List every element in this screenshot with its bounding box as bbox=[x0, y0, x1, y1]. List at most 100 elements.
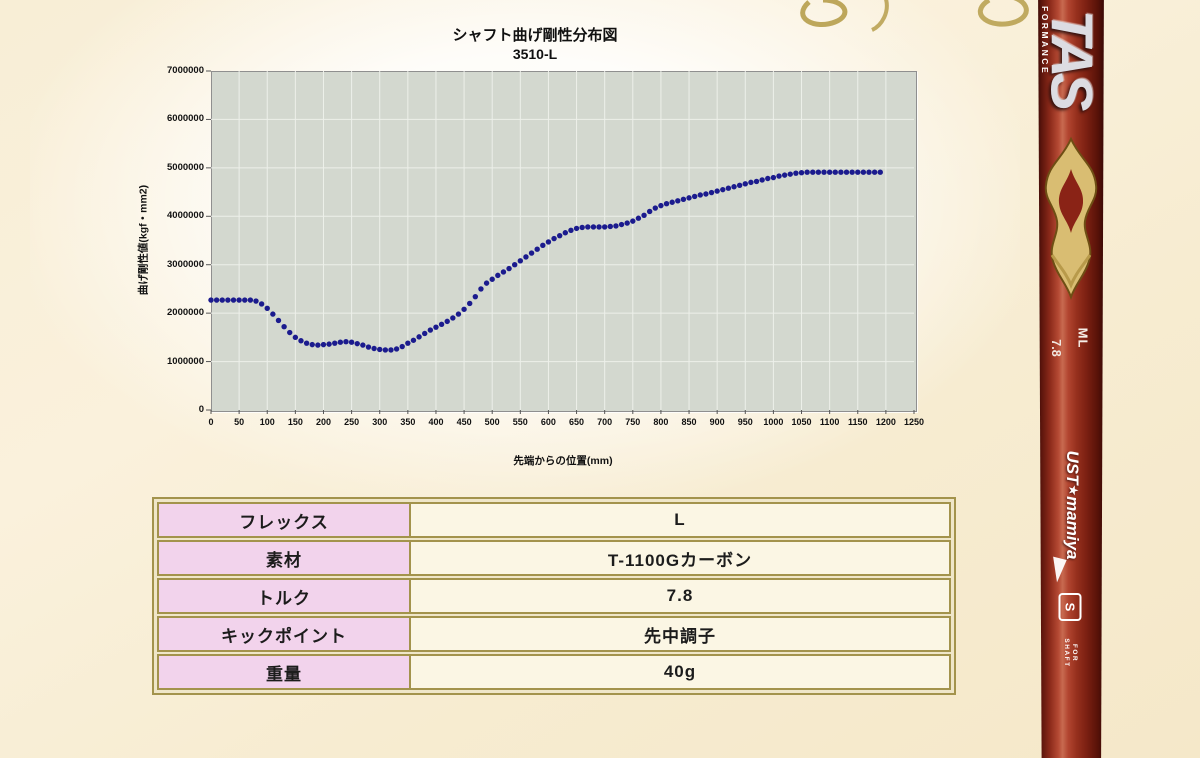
data-dot bbox=[855, 169, 861, 175]
data-dot bbox=[281, 324, 287, 330]
data-dot bbox=[658, 202, 664, 209]
y-tick-label: 3000000 bbox=[167, 258, 204, 270]
data-dot bbox=[270, 311, 276, 317]
data-dot bbox=[596, 224, 602, 230]
data-dot bbox=[467, 300, 473, 307]
data-dot bbox=[843, 169, 850, 175]
data-dot bbox=[478, 286, 484, 292]
data-dot bbox=[399, 343, 405, 350]
x-tick-label: 1050 bbox=[791, 417, 812, 427]
x-tick-label: 700 bbox=[597, 417, 613, 427]
data-dot bbox=[770, 174, 777, 181]
data-dot bbox=[635, 215, 642, 221]
data-dot bbox=[540, 242, 546, 249]
data-dot bbox=[461, 306, 467, 312]
spec-value-weight: 40g bbox=[663, 662, 697, 681]
data-dot bbox=[242, 297, 248, 303]
data-dot bbox=[472, 293, 479, 300]
for-shaft-line1: FOR bbox=[1071, 643, 1078, 663]
data-dot bbox=[433, 324, 439, 330]
data-dot bbox=[804, 169, 810, 175]
data-dot bbox=[787, 171, 793, 177]
data-dot bbox=[506, 265, 512, 272]
data-dot bbox=[410, 337, 417, 343]
data-dot bbox=[781, 172, 788, 178]
x-tick-label: 450 bbox=[456, 417, 472, 427]
data-dot bbox=[686, 195, 692, 201]
x-tick-label: 0 bbox=[208, 417, 214, 427]
ust-mamiya-logo: UST★mamiya bbox=[1062, 451, 1082, 560]
y-tick-label: 7000000 bbox=[167, 65, 204, 76]
for-shaft-text: FOR SHAFT bbox=[1062, 638, 1078, 667]
data-dot bbox=[438, 321, 445, 327]
data-dot bbox=[810, 169, 816, 175]
y-tick-label: 6000000 bbox=[167, 113, 204, 125]
data-dot bbox=[365, 344, 372, 350]
data-dot bbox=[630, 218, 636, 224]
data-dot bbox=[815, 169, 822, 175]
data-dot bbox=[320, 341, 327, 348]
data-dot bbox=[579, 224, 585, 231]
spec-label-weight: 重量 bbox=[159, 656, 411, 688]
data-dot bbox=[422, 330, 428, 337]
data-dot bbox=[669, 199, 675, 205]
y-tick-label: 5000000 bbox=[167, 161, 204, 173]
data-dot bbox=[838, 169, 844, 175]
data-dot bbox=[765, 175, 771, 182]
gold-signature-swirl bbox=[800, 0, 1029, 32]
data-dot bbox=[264, 305, 270, 311]
data-dot bbox=[663, 200, 670, 207]
y-tick-label: 0 bbox=[198, 404, 204, 415]
x-tick-label: 1150 bbox=[847, 417, 868, 427]
data-dot bbox=[748, 179, 754, 186]
spec-label-kickpoint: キックポイント bbox=[159, 618, 411, 650]
data-dot bbox=[455, 311, 462, 317]
table-row: トルク 7.8 bbox=[157, 578, 951, 614]
data-dot bbox=[877, 169, 883, 175]
spec-value-flex: L bbox=[674, 510, 686, 529]
data-dot bbox=[500, 269, 507, 275]
spec-label-flex: フレックス bbox=[159, 504, 411, 536]
data-dot bbox=[495, 272, 501, 279]
data-dot bbox=[753, 178, 760, 185]
data-dot bbox=[230, 297, 237, 303]
data-dot bbox=[444, 318, 450, 325]
data-dot bbox=[562, 230, 569, 236]
data-dot bbox=[517, 258, 524, 264]
data-dot bbox=[247, 297, 254, 303]
data-dot bbox=[624, 220, 630, 226]
data-dot bbox=[793, 170, 799, 176]
data-dot bbox=[736, 182, 743, 188]
data-dot bbox=[652, 205, 658, 211]
chart-title: シャフト曲げ剛性分布図 bbox=[452, 27, 618, 44]
data-dot bbox=[821, 169, 827, 175]
data-dot bbox=[646, 208, 653, 215]
shaft-torque-print: 7.8 bbox=[1049, 339, 1063, 357]
data-dot bbox=[348, 339, 355, 345]
shaft-product-image: TAS FORMANCE 7.8 ML UST★mamiya S FOR SHA… bbox=[1038, 0, 1104, 758]
data-dot bbox=[208, 297, 214, 303]
data-dot bbox=[703, 191, 709, 197]
data-dot bbox=[849, 169, 855, 175]
data-dot bbox=[528, 250, 535, 256]
data-dot bbox=[585, 224, 591, 230]
x-tick-label: 1000 bbox=[763, 417, 784, 427]
data-dot bbox=[287, 329, 293, 336]
data-dot bbox=[360, 342, 366, 348]
spec-value-kickpoint: 先中調子 bbox=[644, 626, 716, 646]
data-dot bbox=[332, 340, 338, 346]
data-dot bbox=[388, 347, 394, 353]
data-dot bbox=[523, 254, 529, 260]
for-shaft-line2: SHAFT bbox=[1063, 638, 1070, 668]
data-dot bbox=[714, 188, 720, 194]
data-dot bbox=[691, 193, 698, 200]
data-dot bbox=[315, 342, 321, 348]
data-dot bbox=[393, 346, 400, 352]
data-dot bbox=[213, 297, 220, 303]
x-tick-label: 300 bbox=[372, 417, 388, 427]
x-tick-label: 250 bbox=[344, 417, 360, 427]
table-row: 重量 40g bbox=[157, 654, 951, 690]
x-tick-label: 850 bbox=[681, 417, 697, 427]
table-row: フレックス L bbox=[157, 502, 951, 538]
x-tick-label: 750 bbox=[625, 417, 641, 427]
